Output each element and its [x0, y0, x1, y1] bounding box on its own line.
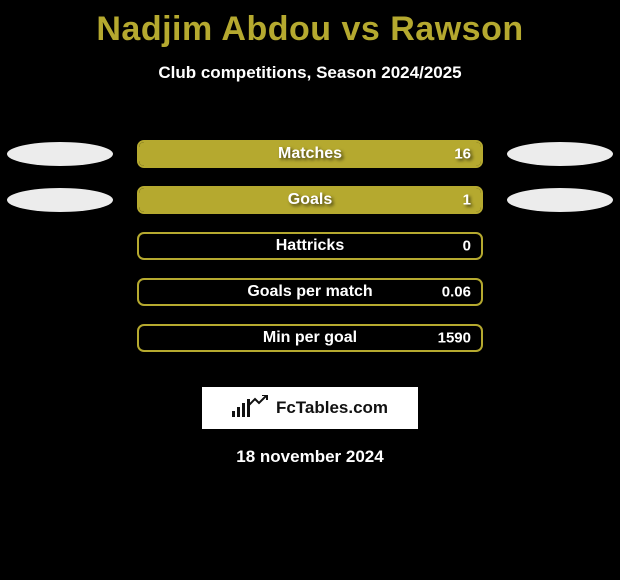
bar-track: Goals per match0.06	[137, 278, 483, 306]
left-value-ellipse	[7, 188, 113, 212]
bar-value: 0	[463, 238, 471, 255]
bar-label: Min per goal	[139, 329, 481, 347]
date-label: 18 november 2024	[0, 447, 620, 467]
comparison-row: Goals per match0.06	[0, 269, 620, 315]
subtitle: Club competitions, Season 2024/2025	[0, 63, 620, 83]
page-title: Nadjim Abdou vs Rawson	[0, 0, 620, 49]
brand-arrow-icon	[248, 395, 268, 407]
bar-label: Hattricks	[139, 237, 481, 255]
bar-label: Goals per match	[139, 283, 481, 301]
brand-text: FcTables.com	[276, 398, 388, 418]
bar-value: 1590	[438, 330, 471, 347]
bar-track: Matches16	[137, 140, 483, 168]
right-value-ellipse	[507, 142, 613, 166]
comparison-row: Hattricks0	[0, 223, 620, 269]
left-value-ellipse	[7, 142, 113, 166]
bar-track: Hattricks0	[137, 232, 483, 260]
right-value-ellipse	[507, 188, 613, 212]
comparison-row: Goals1	[0, 177, 620, 223]
brand-chart-icon	[232, 399, 272, 417]
bar-fill	[139, 188, 481, 212]
comparison-row: Matches16	[0, 131, 620, 177]
bar-fill	[139, 142, 481, 166]
brand-badge: FcTables.com	[202, 387, 418, 429]
comparison-row: Min per goal1590	[0, 315, 620, 361]
bar-track: Goals1	[137, 186, 483, 214]
comparison-rows: Matches16 Goals1 Hattricks0 Goals per match…	[0, 131, 620, 361]
bar-track: Min per goal1590	[137, 324, 483, 352]
bar-value: 0.06	[442, 284, 471, 301]
